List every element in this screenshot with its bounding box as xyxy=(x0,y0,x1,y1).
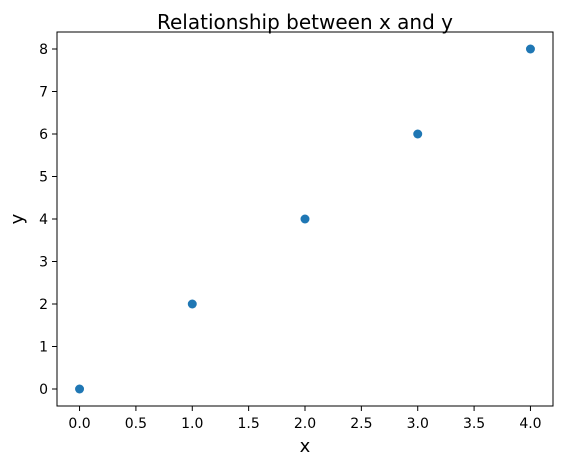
x-axis-ticks: 0.0 0.5 1.0 1.5 2.0 2.5 3.0 3.5 4.0 xyxy=(68,406,542,432)
y-axis-label: y xyxy=(7,213,28,224)
x-axis-label: x xyxy=(300,436,311,457)
y-tick-label: 4 xyxy=(39,212,48,228)
x-tick-label: 1.5 xyxy=(238,416,260,432)
y-tick-label: 7 xyxy=(39,85,48,101)
x-tick-label: 4.0 xyxy=(519,416,541,432)
data-point xyxy=(525,44,535,54)
y-tick-label: 8 xyxy=(39,42,48,58)
y-tick-label: 3 xyxy=(39,255,48,271)
chart-title: Relationship between x and y xyxy=(157,10,453,34)
y-axis-ticks: 0 1 2 3 4 5 6 7 8 xyxy=(39,42,57,398)
y-tick-label: 1 xyxy=(39,340,48,356)
data-point xyxy=(75,384,85,394)
x-tick-label: 2.0 xyxy=(294,416,316,432)
y-tick-label: 6 xyxy=(39,127,48,143)
x-tick-label: 0.5 xyxy=(125,416,147,432)
data-point xyxy=(300,214,310,224)
plot-area: 0.0 0.5 1.0 1.5 2.0 2.5 3.0 3.5 4.0 0 1 2 3 4 5 6 7 8 xyxy=(39,31,554,432)
y-tick-label: 2 xyxy=(39,297,48,313)
x-tick-label: 0.0 xyxy=(68,416,90,432)
data-points xyxy=(75,44,535,394)
x-tick-label: 3.0 xyxy=(407,416,429,432)
y-tick-label: 0 xyxy=(39,382,48,398)
x-tick-label: 3.5 xyxy=(463,416,485,432)
data-point xyxy=(187,299,197,309)
y-tick-label: 5 xyxy=(39,170,48,186)
x-tick-label: 1.0 xyxy=(181,416,203,432)
x-tick-label: 2.5 xyxy=(350,416,372,432)
data-point xyxy=(413,129,423,139)
